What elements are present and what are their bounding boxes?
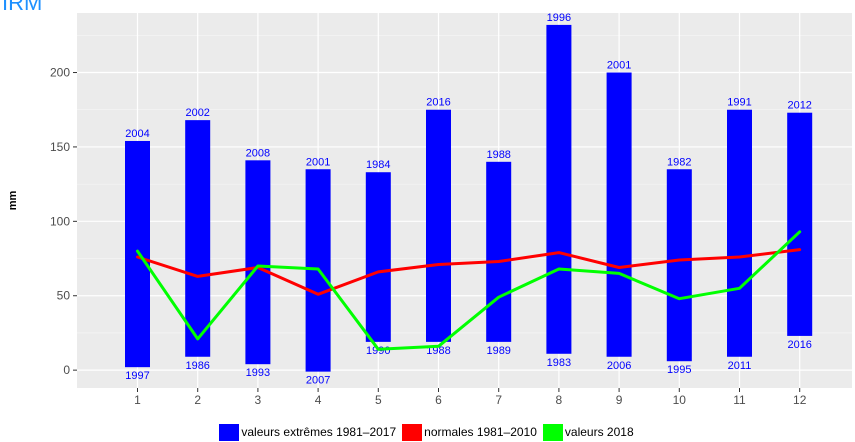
min-year-label: 1983 xyxy=(547,357,571,369)
legend-item-normales: normales 1981–2010 xyxy=(402,423,537,441)
y-axis-label: mm xyxy=(7,191,19,211)
y-tick-label: 0 xyxy=(63,363,70,377)
x-tick-label: 5 xyxy=(375,393,382,407)
valeurs-2018-line xyxy=(136,230,802,351)
legend: valeurs extrêmes 1981–2017 normales 1981… xyxy=(0,422,855,442)
x-tick-label: 9 xyxy=(616,393,623,407)
legend-key-2018 xyxy=(542,423,563,441)
max-year-label: 2001 xyxy=(306,156,330,168)
legend-key-extremes xyxy=(219,423,240,441)
x-tick-label: 7 xyxy=(495,393,502,407)
y-tick-label: 100 xyxy=(50,214,70,228)
chart-title: IRM xyxy=(2,0,43,15)
legend-item-extremes: valeurs extrêmes 1981–2017 xyxy=(219,423,397,441)
min-year-label: 2006 xyxy=(607,360,631,372)
max-year-label: 2012 xyxy=(787,100,811,112)
extreme-bar xyxy=(486,161,512,342)
max-year-label: 2016 xyxy=(426,97,450,109)
x-tick-label: 2 xyxy=(194,393,201,407)
x-tick-label: 6 xyxy=(435,393,442,407)
x-tick-label: 3 xyxy=(255,393,262,407)
y-tick-label: 200 xyxy=(50,66,70,80)
max-year-label: 2001 xyxy=(607,60,631,72)
x-tick-label: 8 xyxy=(556,393,563,407)
min-year-label: 1986 xyxy=(185,360,209,372)
max-year-label: 2004 xyxy=(125,128,149,140)
legend-key-normales xyxy=(402,423,423,441)
legend-label-extremes: valeurs extrêmes 1981–2017 xyxy=(241,425,397,439)
x-tick-label: 11 xyxy=(733,393,746,407)
max-year-label: 1984 xyxy=(366,159,390,171)
extreme-bar xyxy=(185,120,211,357)
max-year-label: 1991 xyxy=(727,97,751,109)
max-year-label: 1996 xyxy=(547,12,571,24)
y-tick-label: 150 xyxy=(50,140,70,154)
x-tick-label: 1 xyxy=(134,393,141,407)
max-year-label: 2002 xyxy=(185,107,209,119)
max-year-label: 1988 xyxy=(486,149,510,161)
normales-line xyxy=(136,248,802,296)
extreme-bar xyxy=(787,112,813,336)
max-year-label: 1982 xyxy=(667,156,691,168)
legend-label-normales: normales 1981–2010 xyxy=(424,425,537,439)
min-year-label: 1993 xyxy=(246,367,270,379)
legend-label-2018: valeurs 2018 xyxy=(564,425,634,439)
extreme-bar xyxy=(125,140,150,368)
y-tick-label: 50 xyxy=(57,289,71,303)
min-year-label: 2016 xyxy=(787,339,811,351)
min-year-label: 1997 xyxy=(125,370,149,382)
max-year-label: 2008 xyxy=(246,147,270,159)
extreme-bar xyxy=(546,24,572,354)
extreme-bar xyxy=(606,72,632,357)
extreme-bar xyxy=(727,109,752,357)
extreme-bar xyxy=(426,109,451,342)
extreme-bar xyxy=(365,172,391,342)
min-year-label: 1989 xyxy=(486,345,510,357)
legend-item-2018: valeurs 2018 xyxy=(542,423,634,441)
x-tick-label: 4 xyxy=(315,393,322,407)
min-year-label: 2011 xyxy=(728,360,752,372)
min-year-label: 2007 xyxy=(306,375,330,387)
min-year-label: 1990 xyxy=(366,345,390,357)
min-year-label: 1995 xyxy=(667,364,691,376)
x-tick-label: 12 xyxy=(793,393,807,407)
extreme-bar xyxy=(666,169,692,362)
x-tick-label: 10 xyxy=(673,393,687,407)
extreme-bar xyxy=(245,160,271,365)
